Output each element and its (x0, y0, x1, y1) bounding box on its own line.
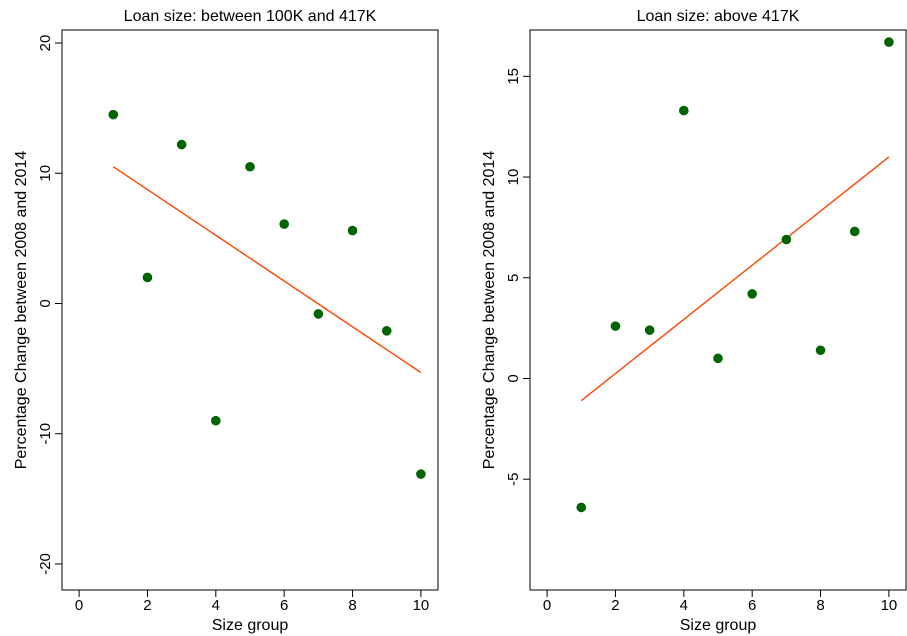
x-tick-label: 2 (611, 597, 619, 614)
data-point (211, 415, 221, 426)
y-tick-label: -5 (505, 473, 522, 486)
x-tick-label: 8 (816, 597, 824, 614)
y-tick-label: 10 (37, 165, 54, 182)
y-tick-label: 0 (37, 299, 54, 307)
x-tick-label: 4 (680, 597, 688, 614)
x-tick-label: 6 (280, 597, 288, 614)
y-tick-label: -20 (37, 553, 54, 575)
y-tick-label: 0 (505, 374, 522, 382)
plot-frame (529, 29, 907, 591)
x-tick-label: 0 (543, 597, 551, 614)
y-axis-label: Percentage Change between 2008 and 2014 (13, 151, 30, 470)
y-tick-label: 15 (505, 68, 522, 85)
data-point (576, 502, 587, 513)
x-tick-label: 2 (143, 597, 151, 614)
plot-frame (61, 29, 439, 591)
data-point (747, 289, 757, 299)
data-point (279, 219, 289, 229)
x-tick-label: 4 (212, 597, 220, 614)
data-point (381, 326, 392, 336)
data-point (644, 325, 655, 335)
data-point (313, 309, 324, 319)
data-point (781, 234, 792, 245)
data-point (884, 37, 894, 47)
fit-line (580, 156, 890, 402)
x-axis-label: Size group (212, 617, 289, 634)
fit-line (112, 166, 422, 374)
y-tick-label: 5 (505, 274, 522, 282)
y-tick-label: 20 (37, 35, 54, 52)
data-point (815, 345, 826, 356)
data-point (679, 105, 689, 116)
chart-title: Loan size: above 417K (637, 8, 800, 25)
data-point (610, 321, 621, 331)
data-point (142, 272, 153, 283)
x-tick-label: 10 (881, 597, 898, 614)
x-tick-label: 8 (348, 597, 356, 614)
y-tick-label: -10 (37, 423, 54, 445)
data-point (416, 469, 426, 479)
data-point (849, 226, 860, 237)
data-point (245, 161, 255, 172)
data-point (713, 353, 723, 364)
data-point (108, 109, 119, 120)
data-point (347, 225, 358, 236)
x-tick-label: 10 (413, 597, 430, 614)
x-tick-label: 0 (75, 597, 83, 614)
chart-panel-1: Loan size: between 100K and 417K 0 2 4 6 8 10 -… (13, 8, 439, 634)
y-tick-label: 10 (505, 169, 522, 186)
x-tick-label: 6 (748, 597, 756, 614)
chart-panel-2: Loan size: above 417K 0 2 4 6 8 10 -5 0 5 10 15 Size… (481, 8, 907, 634)
chart-title: Loan size: between 100K and 417K (124, 8, 377, 25)
y-axis-label: Percentage Change between 2008 and 2014 (481, 151, 498, 470)
x-axis-label: Size group (680, 617, 757, 634)
data-point (176, 139, 187, 150)
